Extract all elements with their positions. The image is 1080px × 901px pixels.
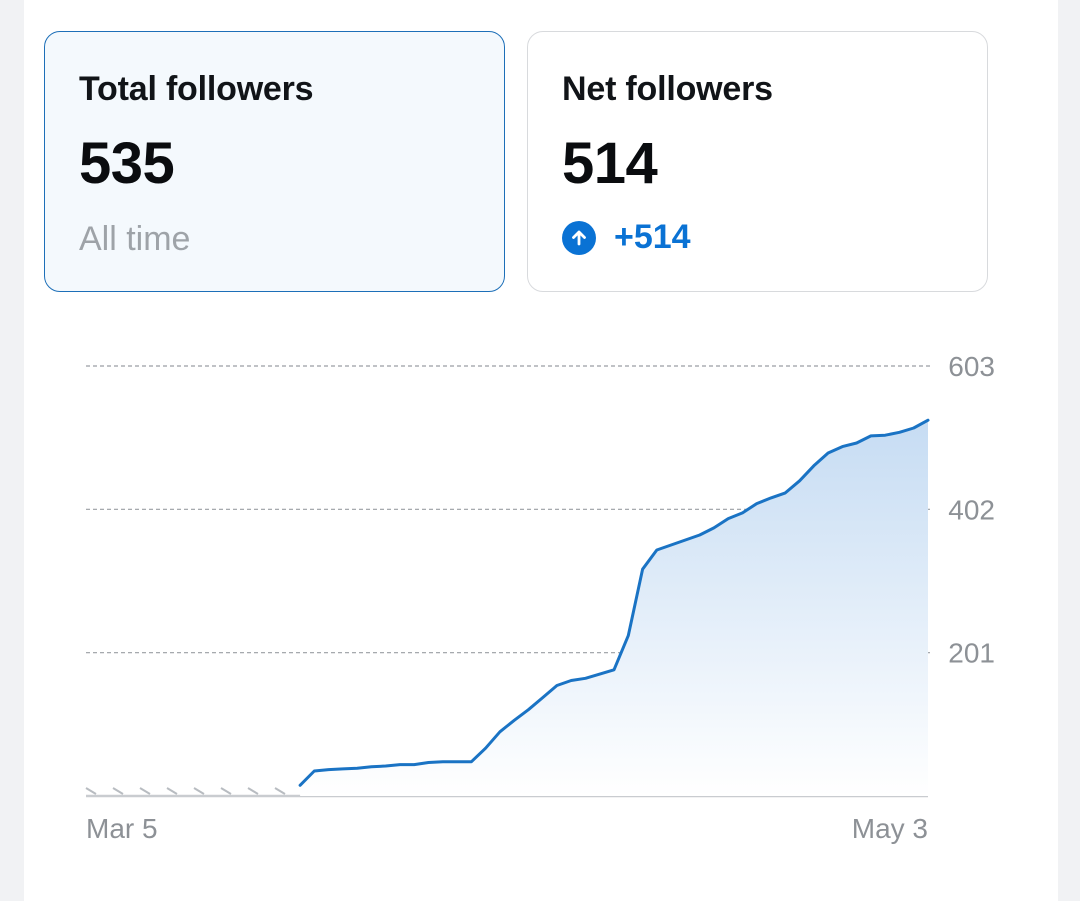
no-data-hatch-mark (166, 787, 178, 795)
total-followers-value: 535 (79, 131, 175, 196)
x-tick-label-start: Mar 5 (86, 813, 158, 844)
x-tick-label-end: May 3 (852, 813, 928, 844)
followers-area (300, 420, 929, 796)
net-followers-change: +514 (562, 218, 691, 257)
y-tick-label-603: 603 (948, 351, 995, 382)
no-data-hatch-mark (220, 787, 232, 795)
followers-line (298, 418, 930, 787)
net-followers-value: 514 (562, 131, 658, 196)
no-data-hatch-mark (112, 787, 124, 795)
no-data-hatch-mark (247, 787, 259, 795)
no-data-hatch (85, 787, 286, 795)
total-followers-card[interactable]: Total followers 535 All time (44, 31, 505, 292)
total-followers-period: All time (79, 220, 191, 258)
no-data-hatch-mark (139, 787, 151, 795)
y-tick-label-402: 402 (948, 494, 995, 525)
total-followers-title: Total followers (79, 70, 314, 108)
net-followers-card[interactable]: Net followers 514 +514 (527, 31, 988, 292)
y-tick-label-201: 201 (948, 638, 995, 669)
arrow-up-icon (562, 220, 596, 255)
no-data-hatch-mark (193, 787, 205, 795)
no-data-hatch-mark (85, 787, 97, 795)
no-data-hatch-mark (274, 787, 286, 795)
net-followers-change-value: +514 (614, 218, 691, 256)
net-followers-title: Net followers (562, 70, 773, 108)
